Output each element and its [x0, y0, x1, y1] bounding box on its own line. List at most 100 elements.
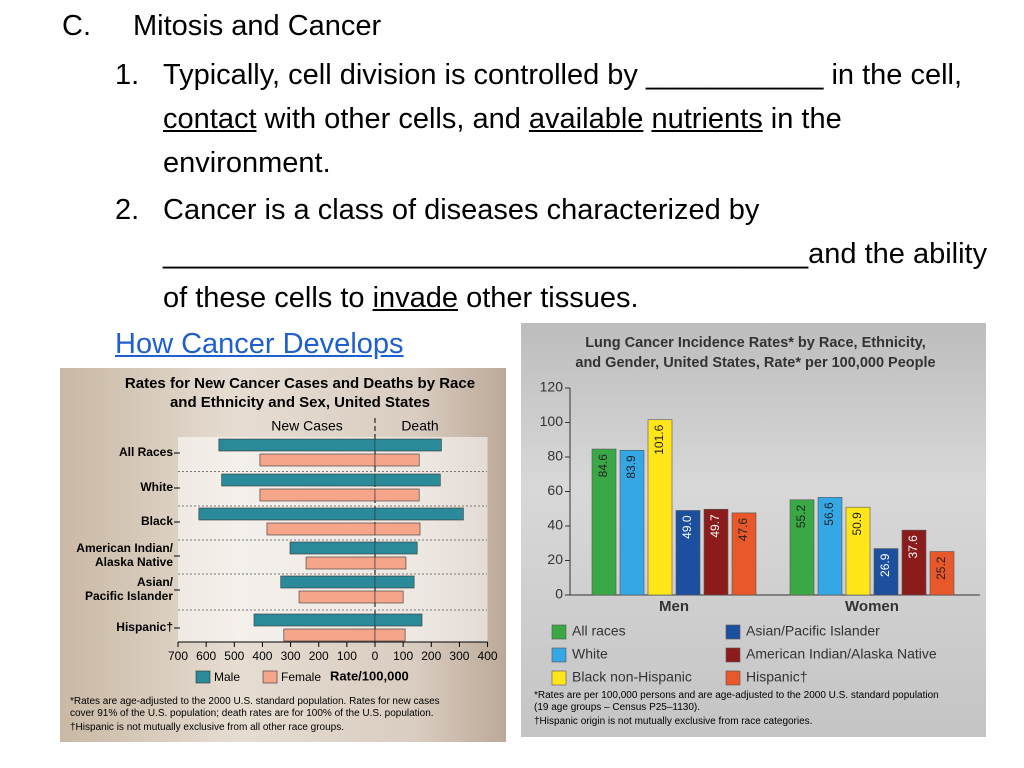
- category-label: Asian/ Pacific Islander: [84, 575, 173, 603]
- x-tick-label: 0: [372, 649, 379, 663]
- bar: [259, 453, 376, 467]
- x-tick-label: 500: [224, 649, 244, 663]
- chart-title: Rates for New Cancer Cases and Deaths by…: [124, 375, 476, 411]
- note: *Rates are per 100,000 persons and are a…: [534, 690, 939, 713]
- bar: [619, 449, 645, 596]
- legend-label: Female: [281, 670, 321, 684]
- heading-letter: C.: [62, 10, 91, 42]
- bar: [283, 628, 376, 642]
- bar: [305, 556, 376, 570]
- legend-swatch: [195, 670, 211, 684]
- bar: [374, 613, 423, 627]
- legend-swatch: [725, 624, 741, 640]
- category-label: Black: [140, 514, 173, 528]
- bar: [817, 497, 843, 596]
- value-label: 101.6: [652, 424, 666, 454]
- legend-label: Asian/Pacific Islander: [746, 623, 880, 639]
- legend-label: White: [572, 646, 608, 662]
- note: †Hispanic origin is not mutually exclusi…: [534, 716, 813, 727]
- item-text: Typically, cell division is controlled b…: [163, 53, 998, 185]
- category-label: All Races: [118, 445, 173, 459]
- value-label: 49.7: [708, 514, 722, 538]
- bar: [374, 541, 418, 555]
- y-tick-label: 80: [547, 448, 563, 464]
- legend-swatch: [551, 670, 567, 686]
- item-text: Cancer is a class of diseases characteri…: [163, 188, 998, 320]
- y-tick-label: 120: [540, 379, 564, 395]
- bar: [929, 551, 955, 596]
- item-number: 2.: [115, 194, 140, 226]
- bar: [789, 499, 815, 596]
- text-run: invade: [372, 282, 459, 314]
- bar: [374, 575, 415, 589]
- bar: [374, 507, 464, 521]
- y-tick-label: 60: [547, 482, 563, 498]
- x-tick-label: 600: [196, 649, 216, 663]
- category-label: Hispanic†: [116, 620, 173, 634]
- bar: [221, 473, 376, 487]
- y-tick-label: 0: [555, 586, 563, 602]
- x-tick-label: 100: [337, 649, 357, 663]
- legend-label: All races: [572, 623, 626, 639]
- note: *Rates are age-adjusted to the 2000 U.S.…: [70, 696, 440, 719]
- x-tick-label: 200: [421, 649, 441, 663]
- x-axis-label: Rate/100,000: [330, 668, 409, 683]
- bar: [374, 488, 420, 502]
- bar: [731, 512, 757, 596]
- x-tick-label: Women: [845, 598, 899, 615]
- x-tick-label: 200: [309, 649, 329, 663]
- value-label: 84.6: [596, 454, 610, 478]
- x-tick-label: 300: [281, 649, 301, 663]
- heading: Mitosis and Cancer: [133, 10, 382, 42]
- legend-swatch: [725, 647, 741, 663]
- bar: [374, 590, 404, 604]
- legend-swatch: [725, 670, 741, 686]
- bar: [647, 419, 673, 596]
- bar: [873, 548, 899, 596]
- value-label: 50.9: [850, 512, 864, 536]
- value-label: 83.9: [624, 455, 638, 479]
- bar: [374, 522, 421, 536]
- bar: [675, 510, 701, 596]
- value-label: 25.2: [934, 556, 948, 580]
- bar: [198, 507, 376, 521]
- x-tick-label: 100: [393, 649, 413, 663]
- bar: [280, 575, 376, 589]
- text-run: contact: [163, 103, 257, 135]
- text-run: with other cells, and: [256, 103, 529, 135]
- value-label: 47.6: [736, 518, 750, 542]
- bar: [298, 590, 376, 604]
- chart-title: Lung Cancer Incidence Rates* by Race, Et…: [575, 335, 936, 371]
- value-label: 37.6: [906, 535, 920, 559]
- category-label: American Indian/ Alaska Native: [76, 541, 173, 569]
- bar: [845, 506, 871, 596]
- text-run: Cancer is a class of diseases characteri…: [163, 194, 988, 314]
- value-label: 26.9: [878, 553, 892, 577]
- y-tick-label: 40: [547, 517, 563, 533]
- text-run: Typically, cell division is controlled b…: [163, 59, 963, 91]
- text-run: in the environment.: [163, 103, 842, 179]
- plot-bg: [178, 437, 488, 642]
- bar: [259, 488, 376, 502]
- bar: [374, 628, 406, 642]
- bar: [253, 613, 376, 627]
- item-number: 1.: [115, 59, 140, 91]
- text-run: available: [528, 103, 644, 135]
- legend-label: Male: [214, 670, 240, 684]
- bar: [218, 438, 376, 452]
- legend-label: American Indian/Alaska Native: [746, 646, 937, 662]
- legend-label: Hispanic†: [746, 669, 807, 685]
- link[interactable]: How Cancer Develops: [115, 328, 404, 360]
- panel-label: Death: [401, 418, 438, 434]
- bar: [901, 529, 927, 596]
- legend-swatch: [551, 624, 567, 640]
- bar: [374, 473, 441, 487]
- x-tick-label: 300: [449, 649, 469, 663]
- text-run: nutrients: [651, 103, 763, 135]
- y-tick-label: 20: [547, 551, 563, 567]
- y-tick-label: 100: [540, 413, 564, 429]
- x-tick-label: 400: [252, 649, 272, 663]
- note: †Hispanic is not mutually exclusive from…: [70, 722, 345, 733]
